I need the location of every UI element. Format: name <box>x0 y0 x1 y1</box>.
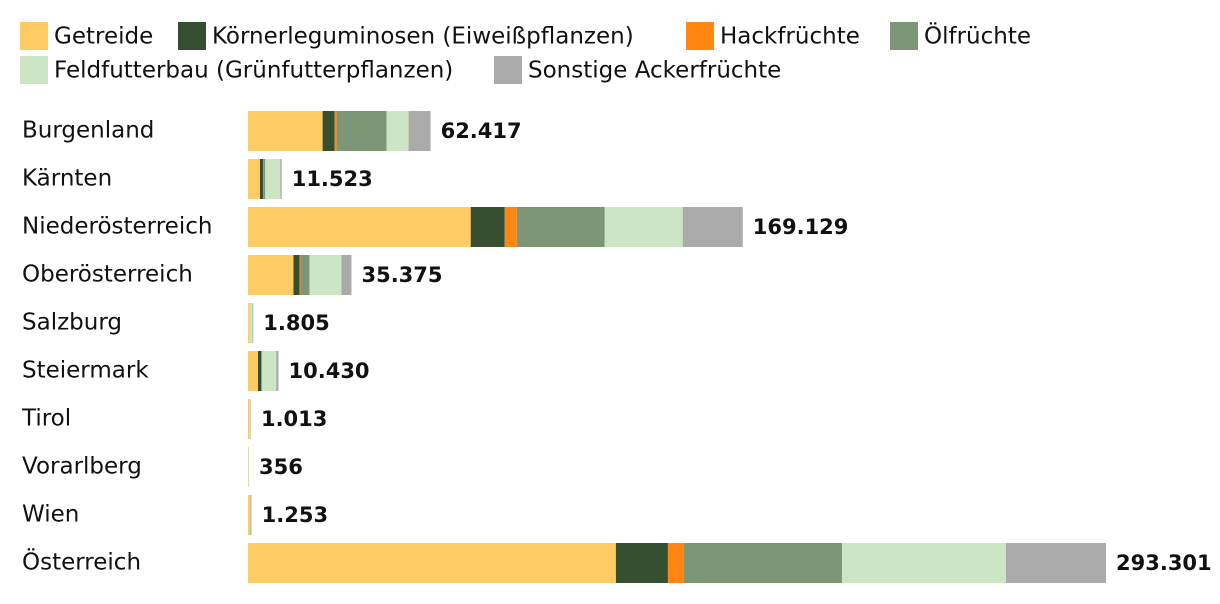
bar-segment <box>615 543 668 583</box>
bar-segment <box>841 543 1006 583</box>
bar-segment <box>280 159 282 199</box>
bar-segment <box>408 111 431 151</box>
legend-label: Ölfrüchte <box>924 22 1031 50</box>
bar-segment <box>261 351 263 391</box>
category-label: Tirol <box>21 406 71 432</box>
bar-segment <box>249 303 253 343</box>
category-label: Kärnten <box>22 166 112 192</box>
bar-segment <box>248 159 260 199</box>
bar-segment <box>341 255 352 295</box>
bar-segment <box>322 111 335 151</box>
category-label: Vorarlberg <box>22 454 142 480</box>
bar-segment <box>248 111 323 151</box>
bar-segment <box>299 255 301 295</box>
legend-label: Getreide <box>54 24 153 50</box>
bar-segment <box>276 351 279 391</box>
legend-label: Feldfutterbau (Grünfutterpflanzen) <box>54 58 453 84</box>
total-label: 293.301 <box>1116 551 1212 575</box>
total-label: 1.253 <box>262 503 328 527</box>
bar-segment <box>667 543 684 583</box>
legend-label: Körnerleguminosen (Eiweißpflanzen) <box>212 24 634 50</box>
total-label: 1.805 <box>263 311 329 335</box>
bar-segment <box>258 351 262 391</box>
bar-segment <box>604 207 683 247</box>
bar-segment <box>248 447 249 487</box>
total-label: 35.375 <box>361 263 442 287</box>
category-label: Oberösterreich <box>22 262 193 288</box>
bar-segment <box>1005 543 1106 583</box>
bar-segment <box>683 543 842 583</box>
bar-segment <box>248 351 259 391</box>
category-label: Österreich <box>22 548 141 576</box>
legend-swatch <box>20 56 48 84</box>
bar-segment <box>252 303 254 343</box>
legend-swatch <box>686 22 714 50</box>
bar-segment <box>248 399 249 439</box>
category-label: Niederösterreich <box>22 214 212 240</box>
bar-segment <box>386 111 409 151</box>
total-label: 169.129 <box>753 215 849 239</box>
bar-segment <box>682 207 743 247</box>
bar-segment <box>250 495 252 535</box>
legend-swatch <box>494 56 522 84</box>
category-label: Salzburg <box>22 310 122 336</box>
bar-segment <box>334 111 337 151</box>
bar-segment <box>309 255 342 295</box>
total-label: 62.417 <box>441 119 522 143</box>
bar-segment <box>262 351 277 391</box>
bar-segment <box>248 207 471 247</box>
bar-segment <box>248 543 616 583</box>
bar-segment <box>516 207 605 247</box>
legend-swatch <box>20 22 48 50</box>
bar-segment <box>300 255 310 295</box>
total-label: 356 <box>259 455 303 479</box>
total-label: 1.013 <box>261 407 327 431</box>
bar-segment <box>259 159 264 199</box>
bar-segment <box>293 255 300 295</box>
category-label: Burgenland <box>22 118 154 144</box>
bar-segment <box>248 495 251 535</box>
bar-segment <box>249 399 251 439</box>
bar-segment <box>336 111 387 151</box>
legend-swatch <box>178 22 206 50</box>
bar-segment <box>504 207 517 247</box>
category-label: Wien <box>22 502 79 528</box>
legend-swatch <box>890 22 918 50</box>
total-label: 11.523 <box>292 167 373 191</box>
bar-segment <box>248 303 250 343</box>
bar-segment <box>265 159 281 199</box>
legend-label: Sonstige Ackerfrüchte <box>528 58 781 84</box>
bar-segment <box>263 159 266 199</box>
legend-label: Hackfrüchte <box>720 24 860 50</box>
bar-segment <box>470 207 505 247</box>
total-label: 10.430 <box>289 359 370 383</box>
bar-segment <box>248 255 294 295</box>
category-label: Steiermark <box>22 358 149 384</box>
